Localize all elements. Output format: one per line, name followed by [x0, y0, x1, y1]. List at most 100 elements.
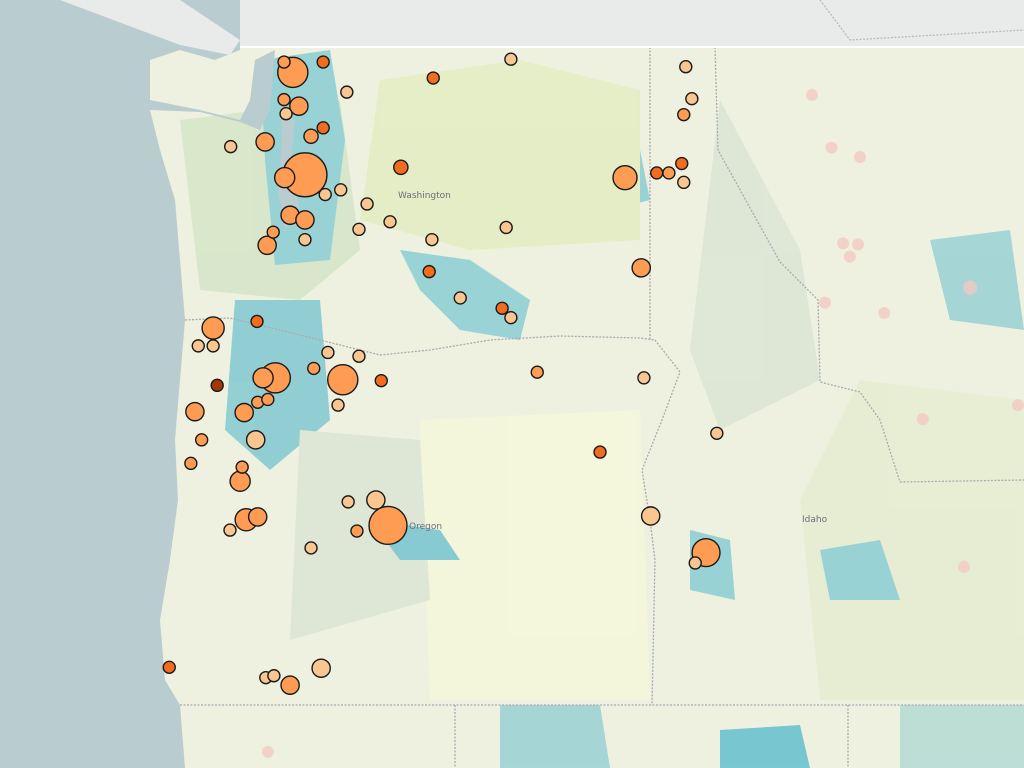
faded-marker[interactable] — [851, 238, 864, 251]
map-marker[interactable] — [368, 505, 408, 546]
map-marker[interactable] — [360, 197, 374, 211]
map-marker[interactable] — [318, 187, 332, 202]
map-marker[interactable] — [383, 215, 397, 229]
map-marker[interactable] — [277, 55, 291, 69]
map-marker[interactable] — [162, 660, 176, 675]
map-marker[interactable] — [374, 373, 388, 388]
map-marker[interactable] — [662, 166, 676, 180]
map-marker[interactable] — [495, 301, 509, 315]
map-marker[interactable] — [266, 225, 280, 239]
map-marker[interactable] — [593, 445, 607, 459]
map-marker[interactable] — [298, 232, 312, 247]
map-marker[interactable] — [255, 132, 275, 152]
faded-marker[interactable] — [261, 745, 274, 758]
map-marker[interactable] — [279, 107, 293, 121]
map-marker[interactable] — [677, 107, 691, 122]
map-marker[interactable] — [273, 166, 296, 189]
map-marker[interactable] — [530, 365, 544, 379]
vancouver-island — [60, 0, 240, 55]
map-marker[interactable] — [201, 316, 225, 340]
map-marker[interactable] — [316, 55, 330, 69]
map-marker[interactable] — [334, 183, 348, 197]
map-marker[interactable] — [422, 264, 436, 279]
map-marker[interactable] — [289, 96, 309, 117]
map-marker[interactable] — [350, 524, 364, 538]
map-marker[interactable] — [316, 121, 330, 135]
map-marker[interactable] — [631, 258, 652, 278]
map-marker[interactable] — [327, 363, 359, 396]
map-marker[interactable] — [393, 159, 409, 176]
map-marker[interactable] — [352, 222, 366, 237]
map-marker[interactable] — [321, 345, 335, 360]
map-marker[interactable] — [261, 392, 275, 407]
map-marker[interactable] — [685, 91, 699, 106]
map-marker[interactable] — [223, 523, 237, 537]
faded-marker[interactable] — [1011, 399, 1024, 412]
map-marker[interactable] — [252, 367, 274, 389]
map-marker[interactable] — [640, 506, 661, 526]
map-marker[interactable] — [331, 398, 345, 412]
map-marker[interactable] — [267, 669, 281, 683]
map-marker[interactable] — [453, 291, 467, 305]
canada-region — [0, 0, 1024, 47]
map-marker[interactable] — [185, 401, 205, 422]
faded-marker-layer — [261, 88, 1024, 758]
map-marker[interactable] — [229, 470, 251, 492]
map-marker[interactable] — [304, 541, 318, 555]
map-marker[interactable] — [257, 235, 277, 256]
map-marker[interactable] — [504, 52, 518, 66]
map-marker[interactable] — [710, 426, 724, 440]
map-marker[interactable] — [340, 85, 354, 99]
map-marker[interactable] — [679, 60, 693, 74]
map-marker[interactable] — [303, 128, 319, 145]
map-marker[interactable] — [612, 164, 638, 191]
map-marker[interactable] — [280, 675, 300, 695]
map-marker[interactable] — [426, 71, 440, 85]
map-marker[interactable] — [194, 433, 209, 447]
state-labels: Washington Oregon Idaho — [398, 191, 828, 532]
map-marker[interactable] — [675, 156, 689, 171]
label-idaho: Idaho — [802, 515, 828, 525]
map-marker[interactable] — [210, 378, 224, 393]
map-marker[interactable] — [277, 92, 291, 107]
map-marker[interactable] — [250, 314, 264, 329]
map-marker[interactable] — [295, 210, 315, 230]
faded-marker[interactable] — [916, 413, 929, 426]
map-marker[interactable] — [206, 339, 220, 353]
map-marker[interactable] — [341, 495, 355, 509]
map-marker[interactable] — [352, 349, 366, 363]
faded-marker[interactable] — [837, 237, 850, 250]
map-marker[interactable] — [637, 371, 651, 385]
state-borders — [180, 0, 1024, 768]
faded-marker[interactable] — [825, 141, 838, 154]
map-marker[interactable] — [425, 232, 439, 247]
map-marker[interactable] — [245, 430, 266, 450]
label-washington: Washington — [398, 191, 451, 201]
faded-marker[interactable] — [806, 88, 819, 101]
map-marker[interactable] — [307, 361, 321, 376]
map-marker[interactable] — [191, 339, 205, 353]
faded-marker[interactable] — [962, 280, 978, 295]
map-marker[interactable] — [235, 460, 249, 474]
faded-marker[interactable] — [843, 250, 856, 263]
map-marker[interactable] — [677, 175, 691, 190]
map-marker[interactable] — [688, 556, 702, 570]
map-marker[interactable] — [650, 166, 664, 180]
map-marker[interactable] — [311, 658, 331, 679]
map-marker[interactable] — [499, 220, 513, 235]
map-marker[interactable] — [247, 507, 268, 527]
map-marker[interactable] — [504, 310, 518, 325]
map-marker[interactable] — [184, 456, 198, 471]
map-marker[interactable] — [223, 139, 238, 154]
marker-layer — [162, 52, 724, 695]
map-marker[interactable] — [366, 490, 386, 510]
map-marker[interactable] — [234, 402, 254, 423]
label-oregon: Oregon — [409, 522, 442, 532]
ocean — [0, 0, 275, 768]
faded-marker[interactable] — [818, 296, 831, 309]
faded-marker[interactable] — [853, 150, 866, 163]
faded-marker[interactable] — [957, 560, 970, 573]
faded-marker[interactable] — [878, 306, 891, 319]
